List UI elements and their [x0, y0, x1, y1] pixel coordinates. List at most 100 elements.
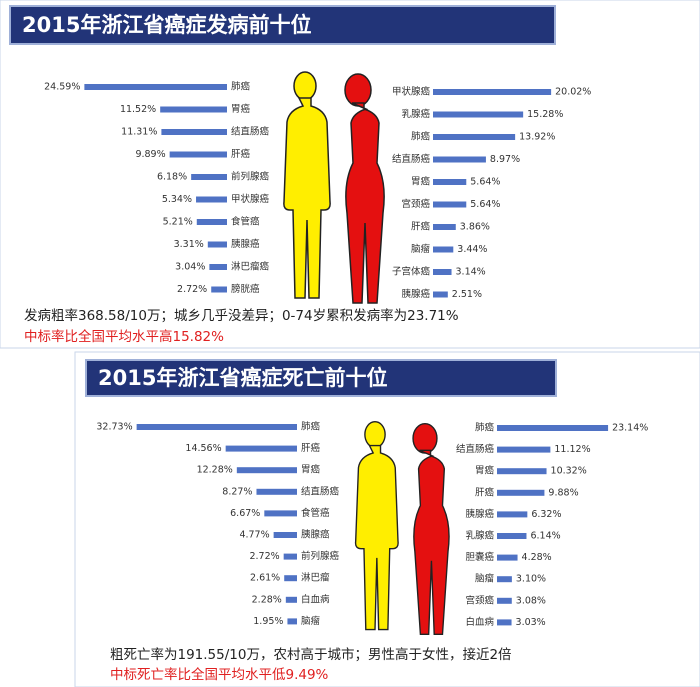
- category-label: 宫颈癌: [401, 198, 430, 210]
- bar: [191, 174, 227, 180]
- category-label: 食管癌: [231, 216, 260, 228]
- bar: [497, 554, 518, 561]
- bar: [433, 89, 552, 95]
- category-label: 胰腺癌: [465, 508, 494, 520]
- category-label: 结直肠癌: [301, 485, 340, 497]
- bar: [497, 576, 512, 583]
- bar: [497, 511, 528, 518]
- value-label: 5.34%: [162, 194, 192, 205]
- category-label: 膀胱癌: [231, 283, 260, 295]
- bar: [236, 467, 297, 474]
- category-label: 脑瘤: [301, 615, 321, 627]
- category-label: 胃癌: [475, 465, 495, 477]
- bar: [136, 424, 297, 430]
- bar: [497, 619, 512, 626]
- value-label: 3.03%: [516, 617, 546, 628]
- value-label: 4.77%: [239, 530, 269, 541]
- value-label: 1.95%: [253, 616, 283, 627]
- category-label: 肝癌: [301, 442, 321, 454]
- value-label: 5.64%: [470, 199, 500, 210]
- category-label: 白血病: [301, 593, 330, 605]
- category-label: 淋巴瘤: [301, 572, 330, 584]
- category-label: 乳腺癌: [401, 108, 430, 120]
- value-label: 3.44%: [457, 244, 487, 255]
- value-label: 9.88%: [548, 487, 578, 498]
- category-label: 肺癌: [231, 81, 251, 93]
- value-label: 3.86%: [460, 222, 490, 233]
- value-label: 4.28%: [522, 552, 552, 563]
- bar: [225, 445, 297, 452]
- category-label: 胰腺癌: [401, 288, 430, 300]
- bar: [433, 291, 448, 298]
- bar: [84, 84, 228, 90]
- value-label: 3.04%: [175, 262, 205, 273]
- category-label: 食管癌: [301, 507, 330, 519]
- bar: [433, 269, 452, 275]
- bar: [273, 532, 297, 538]
- value-label: 9.89%: [135, 149, 165, 160]
- category-label: 宫颈癌: [465, 594, 494, 606]
- bar: [497, 597, 512, 604]
- highlight: 中标率比全国平均水平高15.82%: [24, 328, 224, 345]
- category-label: 胃癌: [411, 176, 431, 188]
- value-label: 3.08%: [516, 595, 546, 606]
- bar: [211, 286, 227, 293]
- value-label: 11.31%: [121, 127, 157, 138]
- value-label: 11.52%: [120, 104, 156, 115]
- value-label: 15.28%: [527, 109, 563, 120]
- bar: [161, 129, 227, 135]
- bar: [256, 488, 297, 495]
- note: 发病粗率368.58/10万；城乡几乎没差异；0-74岁累积发病率为23.71%: [24, 307, 459, 324]
- value-label: 3.31%: [174, 239, 204, 250]
- bar: [264, 510, 297, 517]
- category-label: 结直肠癌: [231, 126, 270, 138]
- category-label: 肝癌: [411, 221, 431, 233]
- bar: [196, 219, 227, 225]
- bar: [285, 596, 297, 603]
- bar: [284, 575, 297, 582]
- category-label: 结直肠癌: [392, 153, 431, 165]
- category-label: 脑瘤: [411, 243, 431, 255]
- category-label: 胆囊癌: [465, 551, 494, 563]
- value-label: 14.56%: [185, 443, 221, 454]
- value-label: 24.59%: [44, 82, 80, 93]
- bar: [433, 156, 486, 163]
- category-label: 淋巴瘤癌: [231, 261, 270, 273]
- category-label: 前列腺癌: [301, 550, 340, 562]
- value-label: 20.02%: [555, 87, 591, 98]
- bar: [497, 446, 551, 453]
- panel-title: 2015年浙江省癌症发病前十位: [22, 13, 311, 37]
- bar: [433, 201, 467, 208]
- category-label: 白血病: [465, 616, 494, 628]
- note: 粗死亡率为191.55/10万，农村高于城市；男性高于女性，接近2倍: [110, 646, 512, 663]
- value-label: 2.51%: [452, 289, 482, 300]
- category-label: 胃癌: [301, 464, 321, 476]
- category-label: 甲状腺癌: [231, 193, 270, 205]
- value-label: 2.72%: [177, 284, 207, 295]
- bar: [209, 264, 227, 270]
- bar: [433, 246, 454, 253]
- value-label: 6.18%: [157, 172, 187, 183]
- category-label: 脑瘤: [475, 573, 495, 585]
- bar: [433, 224, 456, 230]
- category-label: 肺癌: [475, 422, 495, 434]
- bar: [169, 151, 227, 158]
- bar: [433, 111, 524, 118]
- bar: [497, 425, 609, 431]
- bar: [433, 179, 467, 185]
- value-label: 2.61%: [250, 573, 280, 584]
- category-label: 肺癌: [411, 131, 431, 143]
- highlight: 中标死亡率比全国平均水平低9.49%: [110, 666, 329, 683]
- value-label: 23.14%: [612, 423, 648, 434]
- bar: [497, 489, 545, 496]
- category-label: 结直肠癌: [456, 443, 495, 455]
- value-label: 5.64%: [470, 177, 500, 188]
- value-label: 13.92%: [519, 132, 555, 143]
- bar: [207, 241, 227, 248]
- category-label: 甲状腺癌: [392, 86, 431, 98]
- value-label: 2.72%: [249, 551, 279, 562]
- category-label: 肝癌: [231, 148, 251, 160]
- bar: [433, 134, 516, 140]
- value-label: 32.73%: [96, 422, 132, 433]
- value-label: 6.67%: [230, 508, 260, 519]
